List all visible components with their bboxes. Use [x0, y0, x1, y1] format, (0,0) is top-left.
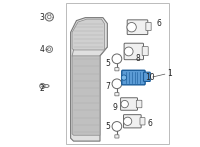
FancyBboxPatch shape [127, 20, 148, 35]
FancyBboxPatch shape [124, 115, 141, 128]
Circle shape [127, 22, 136, 32]
Circle shape [124, 47, 133, 56]
Text: 1: 1 [167, 69, 171, 78]
FancyBboxPatch shape [115, 68, 119, 71]
Text: 5: 5 [105, 122, 110, 131]
FancyBboxPatch shape [124, 43, 144, 60]
Circle shape [48, 48, 51, 51]
FancyBboxPatch shape [146, 22, 151, 31]
Text: 7: 7 [105, 82, 110, 91]
Text: 3: 3 [39, 13, 44, 22]
Text: 2: 2 [40, 84, 44, 93]
FancyBboxPatch shape [115, 135, 119, 138]
Polygon shape [72, 56, 100, 135]
Polygon shape [43, 85, 49, 87]
FancyBboxPatch shape [136, 100, 142, 108]
Circle shape [46, 46, 53, 52]
Text: 6: 6 [148, 119, 152, 128]
Text: 6: 6 [156, 19, 161, 28]
Polygon shape [72, 19, 104, 50]
Text: 10: 10 [145, 73, 155, 82]
FancyBboxPatch shape [122, 70, 145, 85]
FancyBboxPatch shape [144, 72, 150, 81]
Circle shape [121, 75, 127, 80]
Circle shape [112, 79, 122, 89]
Circle shape [48, 15, 51, 19]
Bar [66, 3, 169, 144]
Text: 8: 8 [136, 54, 141, 63]
Circle shape [121, 100, 128, 108]
Circle shape [124, 117, 132, 125]
Polygon shape [71, 18, 107, 141]
FancyBboxPatch shape [121, 98, 137, 110]
FancyBboxPatch shape [140, 118, 145, 125]
Circle shape [45, 13, 53, 21]
FancyBboxPatch shape [115, 93, 119, 96]
Circle shape [40, 83, 45, 89]
Text: 9: 9 [112, 103, 117, 112]
Circle shape [112, 54, 122, 64]
Text: 4: 4 [39, 45, 44, 55]
Text: 5: 5 [105, 59, 110, 68]
FancyBboxPatch shape [142, 47, 148, 56]
Circle shape [112, 122, 122, 131]
